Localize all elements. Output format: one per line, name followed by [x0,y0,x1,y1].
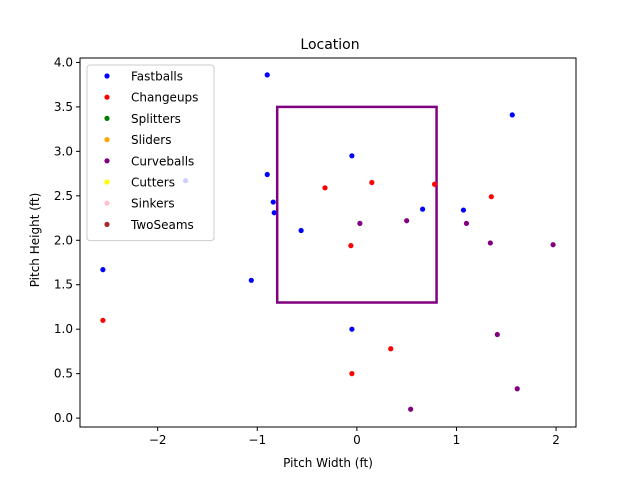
y-tick-label: 1.5 [54,278,73,292]
legend-label-curveballs: Curveballs [131,154,194,168]
point-fastballs-3 [264,171,270,178]
legend-label-sinkers: Sinkers [131,197,175,211]
legend-marker-cutters [104,179,110,185]
point-changeups-2 [369,179,375,186]
legend-label-changeups: Changeups [131,91,198,105]
point-fastballs-0 [264,72,270,78]
point-fastballs-1 [509,112,515,118]
point-changeups-3 [431,181,438,187]
legend-marker-fastballs [104,73,110,79]
legend-marker-twoseams [104,221,110,227]
point-fastballs-12 [349,326,355,332]
point-fastballs-5 [270,199,276,205]
x-tick-label: −2 [149,433,167,447]
point-fastballs-11 [248,277,254,283]
x-tick-label: 0 [353,433,361,447]
legend: Fastballs Changeups Splitters Sliders Curveb… [86,64,215,242]
point-fastballs-10 [100,267,106,273]
legend-marker-curveballs [104,158,110,164]
point-changeups-4 [488,194,494,200]
axes: −2 −1 0 1 2 0.0 0.5 1.0 1.5 2.0 2.5 3.0 3.5 4.0 [54,55,577,447]
point-changeups-5 [348,243,354,249]
y-tick-label: 4.0 [54,55,73,69]
point-curveballs-0 [357,220,363,226]
point-curveballs-4 [550,242,556,248]
point-changeups-6 [388,346,394,352]
point-curveballs-6 [514,386,520,392]
chart-title: Location [300,37,359,53]
legend-label-splitters: Splitters [131,112,181,126]
legend-marker-splitters [104,115,110,121]
x-tick-label: −1 [248,433,266,447]
legend-box [86,64,215,242]
x-axis-label: Pitch Width (ft) [283,456,373,470]
y-tick-label: 2.5 [54,189,73,203]
x-tick-label: 1 [453,433,461,447]
y-axis-label: Pitch Height (ft) [28,193,42,288]
point-changeups-1 [322,185,328,191]
legend-label-cutters: Cutters [131,176,175,190]
point-fastballs-6 [271,210,277,216]
legend-label-twoseams: TwoSeams [130,218,194,232]
plot-frame [79,57,577,428]
legend-label-fastballs: Fastballs [131,70,183,84]
strike-zone [275,105,438,304]
x-tick-label: 2 [552,433,560,447]
point-curveballs-2 [463,220,470,226]
point-fastballs-2 [349,153,355,159]
legend-marker-sliders [104,137,110,143]
point-curveballs-3 [487,240,493,246]
legend-marker-changeups [104,94,110,100]
y-tick-label: 1.0 [54,322,73,336]
y-tick-label: 3.5 [54,100,73,114]
legend-marker-sinkers [104,200,110,206]
y-tick-label: 3.0 [54,144,73,158]
point-curveballs-5 [494,331,500,338]
y-tick-label: 0.0 [54,411,73,425]
y-tick-label: 2.0 [54,233,73,247]
legend-label-sliders: Sliders [131,133,171,147]
point-changeups-0 [100,317,106,323]
y-tick-label: 0.5 [54,367,73,381]
point-fastballs-8 [460,207,467,213]
point-curveballs-7 [408,406,414,412]
point-changeups-7 [349,371,355,377]
point-fastballs-9 [298,227,304,234]
point-fastballs-7 [420,206,426,212]
point-curveballs-1 [404,218,410,224]
